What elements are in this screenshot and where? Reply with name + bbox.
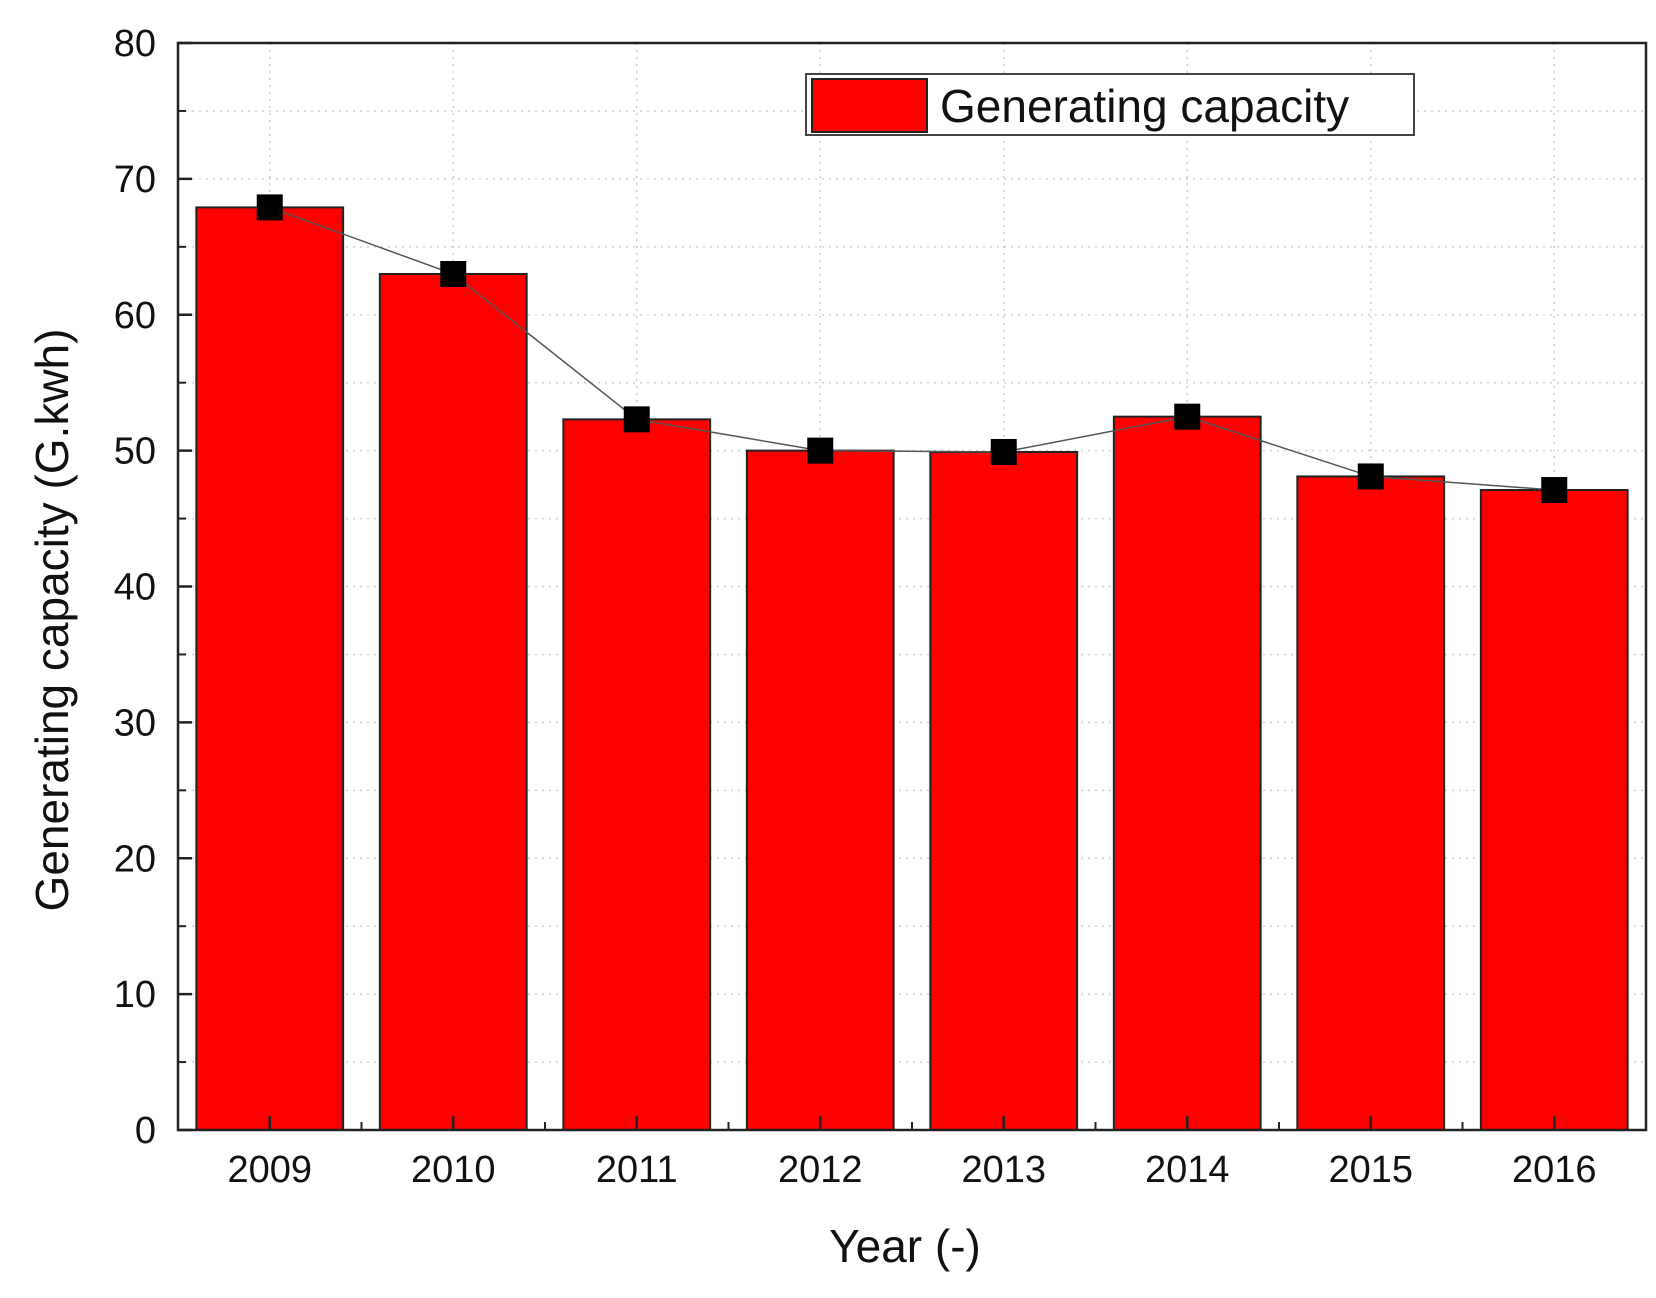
bar-2012 xyxy=(745,449,895,1131)
legend-label: Generating capacity xyxy=(940,80,1349,132)
bars xyxy=(195,206,1629,1132)
y-tick-label: 30 xyxy=(114,702,156,744)
x-tick-label: 2013 xyxy=(961,1149,1046,1191)
marker-2009 xyxy=(256,194,283,221)
bar-2013 xyxy=(929,450,1079,1131)
bar-2016 xyxy=(1479,489,1629,1131)
trend-polyline xyxy=(269,206,1555,491)
marker-2010 xyxy=(440,260,467,287)
y-tick-label: 0 xyxy=(135,1110,156,1152)
marker-2016 xyxy=(1541,477,1568,504)
bar-2010 xyxy=(378,272,528,1131)
legend-swatch xyxy=(811,78,928,133)
x-tick-label: 2016 xyxy=(1512,1149,1597,1191)
x-tick-label: 2009 xyxy=(227,1149,312,1191)
marker-2014 xyxy=(1174,403,1201,430)
y-tick-label: 50 xyxy=(114,431,156,473)
bar-2015 xyxy=(1296,475,1446,1132)
marker-2013 xyxy=(990,438,1017,465)
x-tick-label: 2015 xyxy=(1328,1149,1413,1191)
y-tick-label: 60 xyxy=(114,295,156,337)
marker-2012 xyxy=(807,437,834,464)
trend-line xyxy=(256,194,1568,504)
marker-2011 xyxy=(623,406,650,433)
axes: 0 10 20 30 40 50 60 70 80 2009 2010 2011 2012 2013 201… xyxy=(114,23,1648,1191)
legend: Generating capacity xyxy=(805,73,1415,136)
marker-2015 xyxy=(1357,463,1384,490)
y-axis-title: Generating capacity (G.kwh) xyxy=(26,329,78,912)
x-tick-label: 2014 xyxy=(1145,1149,1230,1191)
x-tick-label: 2010 xyxy=(411,1149,496,1191)
bar-2014 xyxy=(1112,415,1262,1131)
bar-2009 xyxy=(195,206,345,1131)
y-tick-label: 40 xyxy=(114,567,156,609)
x-axis-title: Year (-) xyxy=(829,1220,981,1272)
y-tick-label: 80 xyxy=(114,23,156,65)
bar-2011 xyxy=(562,418,712,1131)
y-tick-label: 70 xyxy=(114,159,156,201)
y-tick-label: 10 xyxy=(114,974,156,1016)
y-tick-label: 20 xyxy=(114,838,156,880)
x-tick-label: 2011 xyxy=(596,1149,678,1191)
x-tick-label: 2012 xyxy=(778,1149,863,1191)
